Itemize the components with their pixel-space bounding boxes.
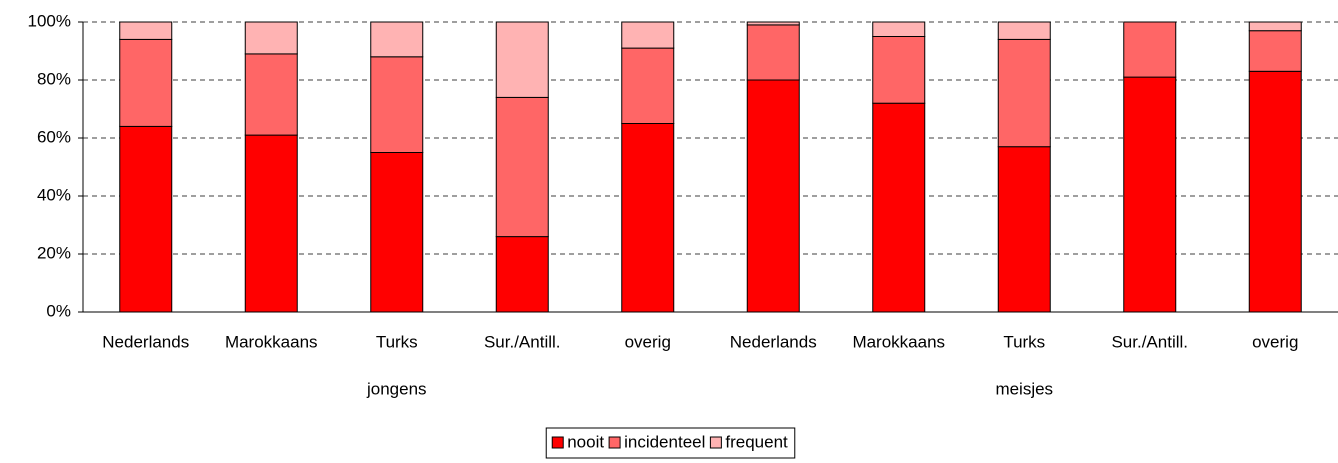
bar-segment: [872, 21, 926, 37]
x-tick-label: Turks: [376, 332, 418, 351]
bar-segment: [119, 38, 173, 127]
x-tick-label: Marokkaans: [225, 332, 318, 351]
bar-segment: [997, 21, 1051, 40]
x-tick-label: overig: [625, 332, 671, 351]
bar-segment: [244, 134, 298, 313]
x-tick-label: Sur./Antill.: [1111, 332, 1188, 351]
legend-label: incidenteel: [624, 432, 705, 451]
x-tick-label: Nederlands: [102, 332, 189, 351]
bar-segment: [997, 38, 1051, 148]
bar-segment: [621, 21, 675, 49]
x-tick-label: Marokkaans: [852, 332, 945, 351]
legend-label: nooit: [567, 432, 604, 451]
bar-segment: [621, 47, 675, 124]
bar-segment: [746, 21, 800, 26]
bar-segment: [244, 21, 298, 55]
group-label: jongens: [366, 379, 427, 398]
bar-segment: [244, 53, 298, 136]
legend: [545, 427, 796, 459]
bar-segment: [1123, 21, 1177, 78]
y-tick-label: 60%: [37, 127, 71, 146]
bar-segment: [997, 146, 1051, 313]
x-tick-label: Nederlands: [730, 332, 817, 351]
bar-segment: [119, 21, 173, 40]
bar-segment: [1248, 30, 1302, 72]
y-tick-label: 0%: [46, 301, 71, 320]
x-tick-label: Turks: [1003, 332, 1045, 351]
bar-segment: [872, 36, 926, 104]
legend-swatch: [709, 436, 722, 449]
y-tick-label: 40%: [37, 185, 71, 204]
y-tick-label: 20%: [37, 243, 71, 262]
bar-segment: [370, 21, 424, 58]
y-tick-label: 100%: [28, 11, 71, 30]
legend-label: frequent: [725, 432, 788, 451]
x-tick-label: Sur./Antill.: [484, 332, 561, 351]
bar-segment: [495, 96, 549, 238]
bar-segment: [621, 123, 675, 313]
bar-segment: [746, 79, 800, 313]
bar-segment: [1248, 21, 1302, 32]
legend-swatch: [608, 436, 621, 449]
bar-segment: [495, 236, 549, 313]
bar-segment: [1123, 76, 1177, 313]
bar-segment: [495, 21, 549, 98]
bar-segment: [370, 56, 424, 153]
x-tick-label: overig: [1252, 332, 1298, 351]
legend-swatch: [551, 436, 564, 449]
bar-segment: [119, 125, 173, 313]
y-tick-label: 80%: [37, 69, 71, 88]
bar-segment: [872, 102, 926, 313]
bar-segment: [1248, 70, 1302, 313]
bar-segment: [746, 24, 800, 81]
group-label: meisjes: [995, 379, 1053, 398]
bar-segment: [370, 152, 424, 313]
